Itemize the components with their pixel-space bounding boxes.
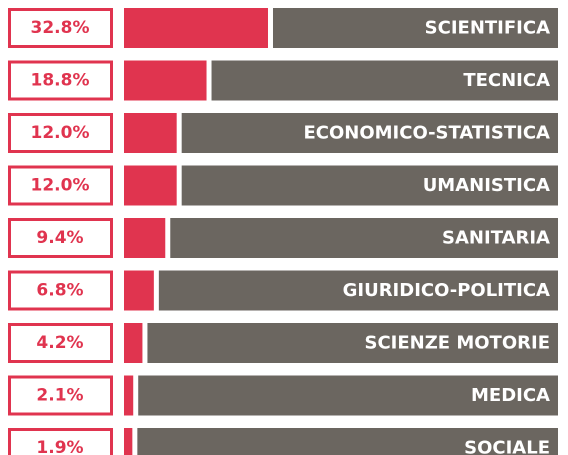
value-label: 1.9% [36,438,83,455]
bar-track [170,218,559,258]
bar-track [138,375,558,416]
category-label: TECNICA [463,70,550,91]
category-label: SOCIALE [464,438,550,455]
value-box [8,428,113,455]
value-label: 9.4% [36,228,83,248]
category-label: ECONOMICO-STATISTICA [303,123,550,144]
value-label: 32.8% [31,18,90,38]
value-label: 4.2% [36,333,83,353]
bar [124,323,143,363]
value-box [8,113,113,153]
value-box [8,270,113,311]
value-box [8,60,113,101]
bar [124,165,177,206]
bar-track [137,428,558,455]
value-box [8,323,113,363]
category-label: SCIENZE MOTORIE [365,333,551,354]
category-label: MEDICA [471,385,550,406]
value-box [8,218,113,258]
category-label: SCIENTIFICA [425,18,550,39]
value-label: 6.8% [36,281,83,301]
category-label: GIURIDICO-POLITICA [343,280,550,301]
bar-track [181,165,558,206]
bar-track [211,60,559,101]
value-box [8,375,113,416]
bar-track [181,113,558,153]
value-label: 12.0% [31,176,90,196]
value-label: 18.8% [31,71,90,91]
bar [124,60,207,101]
value-label: 12.0% [31,123,90,143]
bar [124,8,268,48]
bar [124,218,166,258]
bar [124,428,133,455]
value-box [8,8,113,48]
bar [124,270,154,311]
bar [124,375,134,416]
bar-track [147,323,559,363]
value-label: 2.1% [36,386,83,406]
value-box [8,165,113,206]
category-label: UMANISTICA [423,175,550,196]
bar [124,113,177,153]
bar-track [272,8,558,48]
bar-track [158,270,559,311]
category-label: SANITARIA [442,228,550,249]
